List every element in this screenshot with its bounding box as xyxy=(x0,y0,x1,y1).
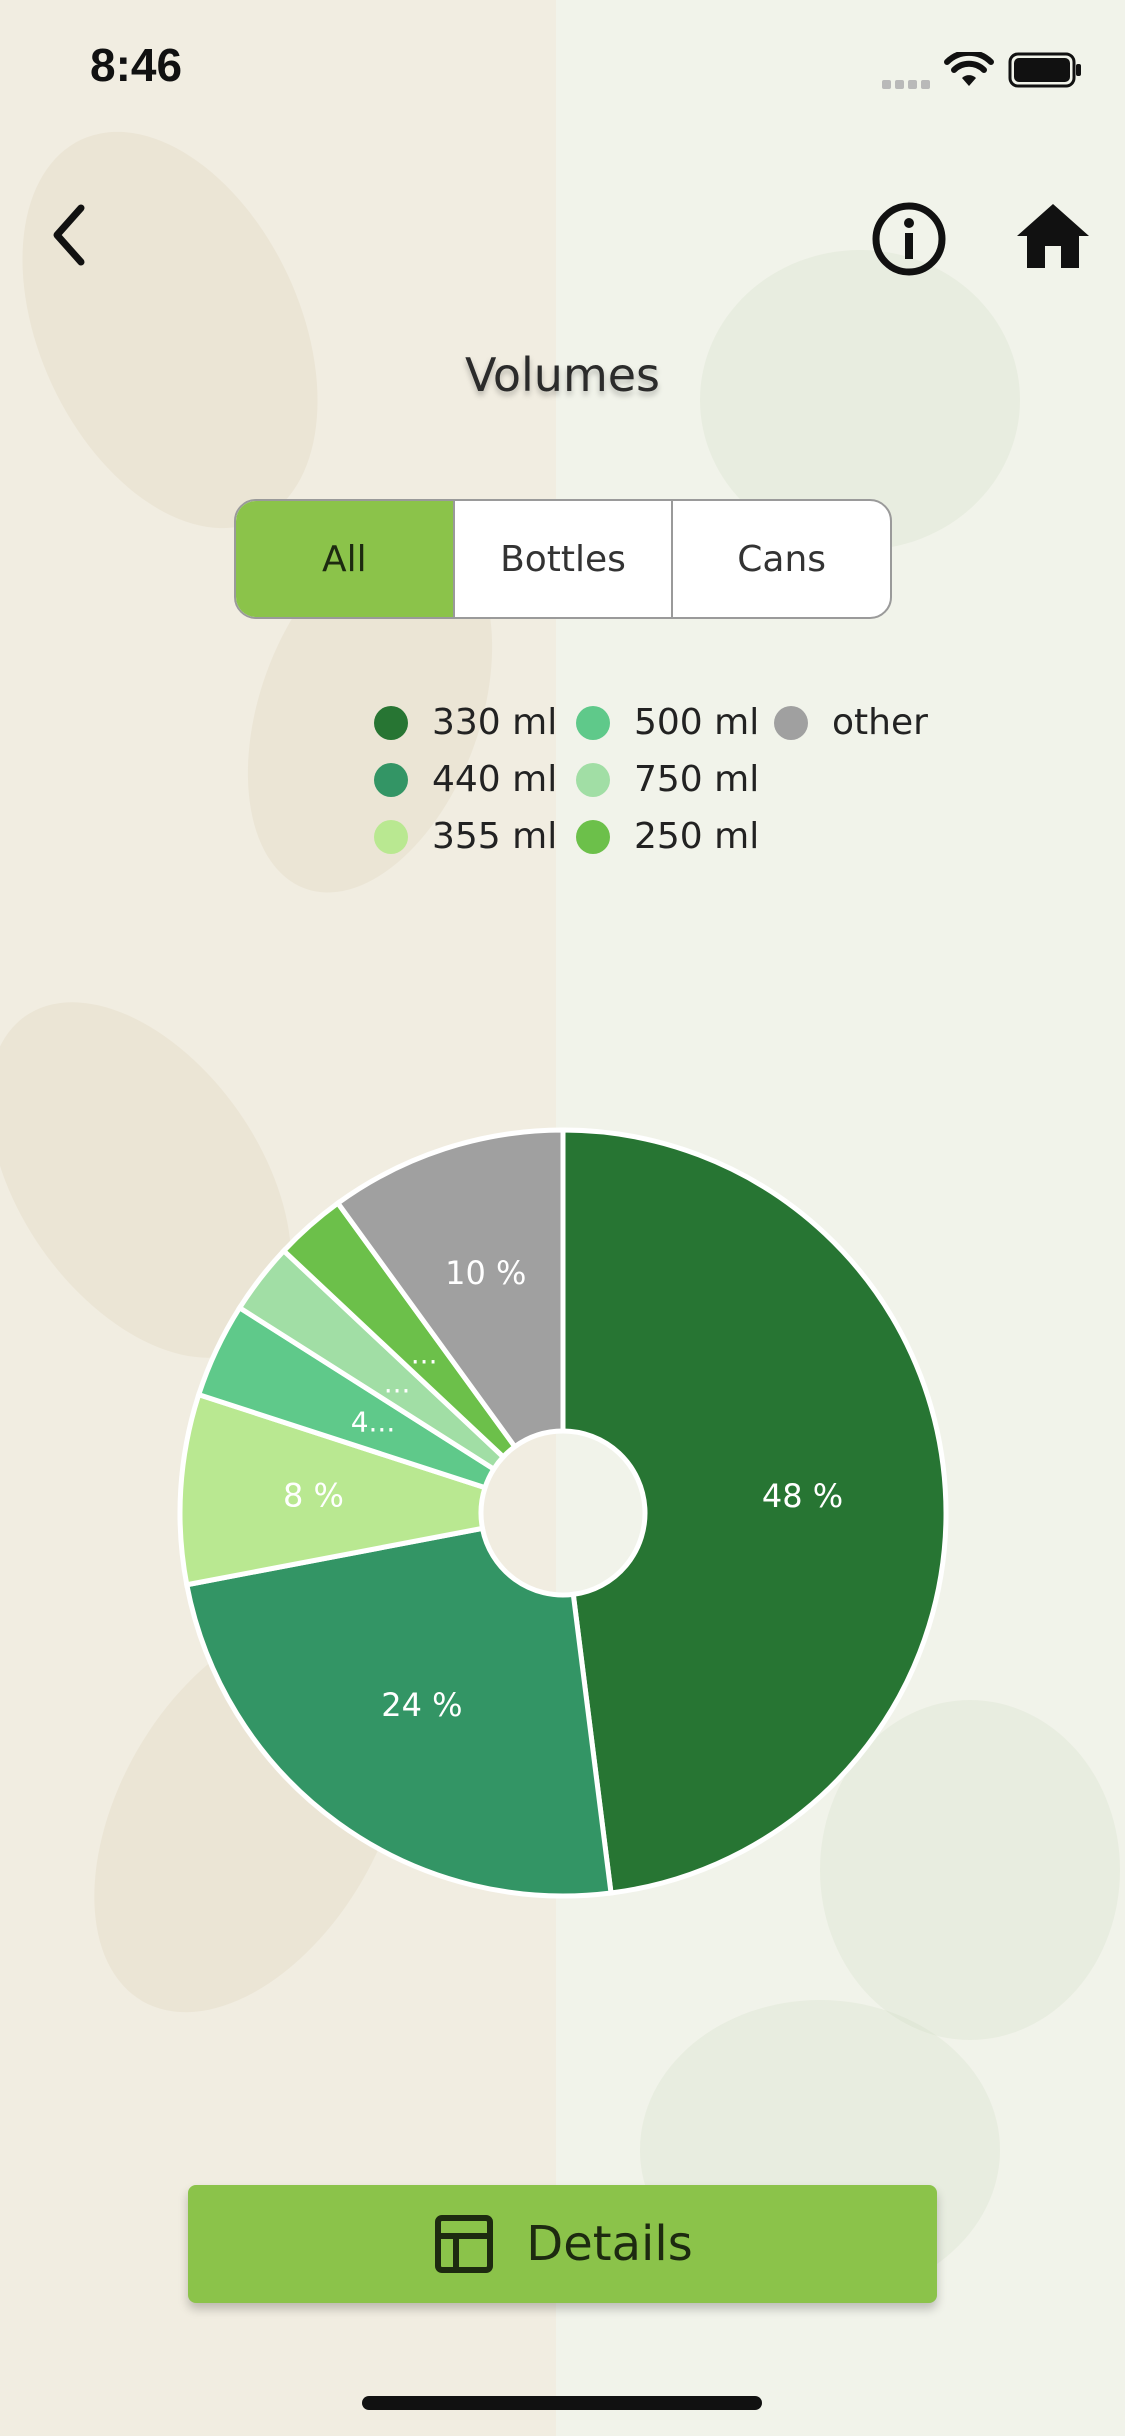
chart-legend: 330 ml 440 ml 355 ml 500 ml 750 ml 250 m… xyxy=(374,702,954,882)
legend-item: 330 ml xyxy=(374,702,557,743)
pie-slice-label: 24 % xyxy=(381,1686,462,1724)
pie-slice-label: 4... xyxy=(351,1406,396,1439)
legend-label: 330 ml xyxy=(432,702,558,743)
status-time: 8:46 xyxy=(90,39,183,91)
home-button[interactable] xyxy=(1008,190,1098,280)
signal-icon xyxy=(882,74,934,93)
legend-item: 750 ml xyxy=(576,759,759,800)
legend-dot xyxy=(774,705,808,740)
pie-slice-label: 10 % xyxy=(445,1254,526,1292)
background-texture xyxy=(820,1700,1120,2040)
legend-dot xyxy=(374,819,408,854)
home-indicator xyxy=(362,2396,762,2410)
wifi-icon xyxy=(944,49,994,92)
info-button[interactable] xyxy=(864,194,954,284)
legend-dot xyxy=(576,762,610,797)
legend-label: 440 ml xyxy=(432,759,558,800)
legend-dot xyxy=(374,762,408,797)
details-button-label: Details xyxy=(526,2216,693,2272)
donut-chart-svg: 48 % 24 % 8 % 4......... 10 % xyxy=(177,1127,949,1899)
home-icon xyxy=(1017,204,1089,268)
pie-slice-label: ... xyxy=(384,1366,411,1399)
segment-cans[interactable]: Cans xyxy=(737,538,827,580)
pie-slice-label: 8 % xyxy=(283,1476,344,1514)
legend-dot xyxy=(374,705,408,740)
info-icon xyxy=(872,202,946,276)
legend-label: 355 ml xyxy=(432,816,558,857)
segment-bottles[interactable]: Bottles xyxy=(455,501,674,617)
legend-item: 250 ml xyxy=(576,816,759,857)
segment-all[interactable]: All xyxy=(236,501,455,617)
legend-label: 250 ml xyxy=(634,816,760,857)
legend-label: 750 ml xyxy=(634,759,760,800)
legend-label: other xyxy=(832,702,928,743)
page-title: Volumes xyxy=(464,348,661,402)
legend-item: 500 ml xyxy=(576,702,759,743)
volume-filter-segmented-control: All Bottles Cans xyxy=(234,499,892,619)
pie-slice-330-ml[interactable] xyxy=(560,1127,949,1896)
pie-slice-label: ... xyxy=(411,1337,438,1370)
status-bar: 8:46 xyxy=(0,0,1125,140)
details-button[interactable]: Details xyxy=(188,2185,937,2303)
legend-item: 355 ml xyxy=(374,816,557,857)
legend-item: 440 ml xyxy=(374,759,557,800)
chevron-left-icon xyxy=(53,204,85,266)
legend-dot xyxy=(576,705,610,740)
legend-label: 500 ml xyxy=(634,702,760,743)
pie-slice-355-ml[interactable] xyxy=(177,1391,489,1588)
legend-dot xyxy=(576,819,610,854)
back-button[interactable] xyxy=(30,190,110,280)
table-icon xyxy=(432,2212,496,2276)
battery-icon xyxy=(1008,52,1084,92)
pie-slice-other[interactable] xyxy=(334,1127,566,1451)
legend-item: other xyxy=(774,702,928,743)
pie-slice-440-ml[interactable] xyxy=(183,1525,614,1899)
volumes-donut-chart: 48 % 24 % 8 % 4......... 10 % xyxy=(160,1110,966,1916)
pie-slice-label: 48 % xyxy=(762,1477,843,1515)
